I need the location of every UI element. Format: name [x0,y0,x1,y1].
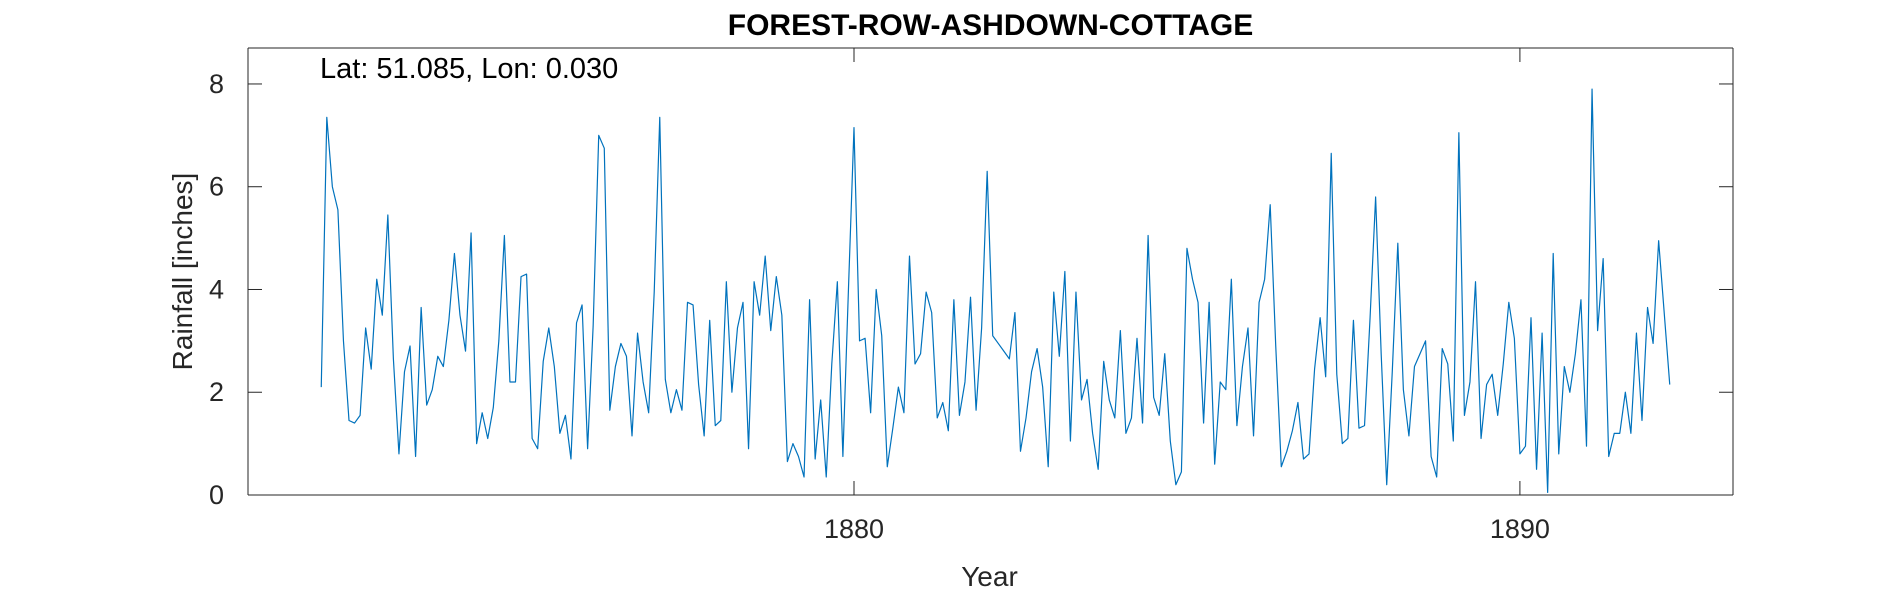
rainfall-series-line [320,88,1671,494]
y-tick-label: 8 [209,69,224,99]
axes: 0 2 4 6 8 1880 1890 [209,47,1734,544]
chart-title: FOREST-ROW-ASHDOWN-COTTAGE [728,9,1253,42]
y-tick-label: 4 [209,274,224,304]
x-tick-label: 1890 [1490,514,1550,544]
y-tick-label: 2 [209,377,224,407]
y-tick-label: 0 [209,480,224,510]
location-annotation: Lat: 51.085, Lon: 0.030 [320,53,618,85]
y-tick-label: 6 [209,172,224,202]
x-axis-label: Year [961,561,1018,591]
y-axis-label: Rainfall [inches] [167,173,198,371]
x-tick-label: 1880 [824,514,884,544]
